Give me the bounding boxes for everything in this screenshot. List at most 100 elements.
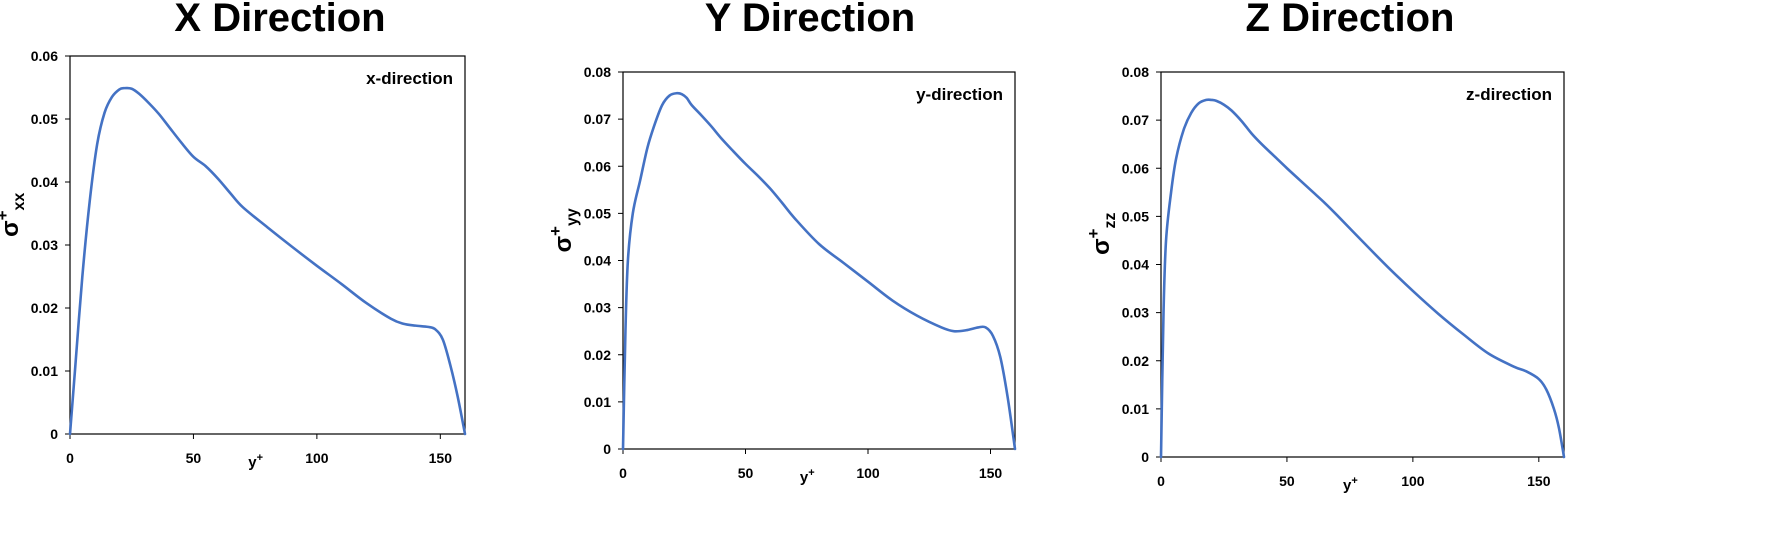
data-point <box>627 260 628 261</box>
data-point <box>733 151 734 152</box>
data-point <box>267 227 268 228</box>
data-point <box>435 329 436 330</box>
x-tick-label: 150 <box>429 450 453 466</box>
data-point <box>180 142 181 143</box>
y-tick-label: 0.03 <box>1122 305 1149 321</box>
series-line <box>68 86 467 436</box>
y-tick-label: 0.08 <box>584 64 611 80</box>
data-point <box>158 113 159 114</box>
data-point <box>625 331 626 332</box>
chart-svg: 0 0.01 0.02 0.03 0.04 0.05 0.06 0 50 100 150 y+ σ+xx… <box>0 48 467 471</box>
data-point <box>341 283 342 284</box>
data-point <box>69 433 70 434</box>
data-point <box>390 318 391 319</box>
data-point <box>450 364 451 365</box>
data-point <box>1558 428 1559 429</box>
data-point <box>1488 353 1489 354</box>
x-tick-label: 0 <box>1157 473 1165 489</box>
data-point <box>1299 179 1300 180</box>
series-line <box>621 91 1017 451</box>
data-point <box>1387 266 1388 267</box>
data-point <box>1160 456 1161 457</box>
x-tick-label: 100 <box>856 465 880 481</box>
data-point <box>89 200 90 201</box>
y-tick-label: 0.06 <box>31 48 58 64</box>
data-point <box>82 276 83 277</box>
x-tick-label: 50 <box>1279 473 1295 489</box>
chart-svg: 0 0.01 0.02 0.03 0.04 0.05 0.06 0.07 0.08 0 50 100 1… <box>546 64 1017 486</box>
y-tick-label: 0.02 <box>1122 353 1149 369</box>
plot-frame <box>1160 71 1565 458</box>
data-point <box>867 281 868 282</box>
data-point <box>124 88 125 89</box>
data-point <box>1198 103 1199 104</box>
data-point <box>769 188 770 189</box>
data-point <box>139 93 140 94</box>
data-point <box>654 123 655 124</box>
data-point <box>965 330 966 331</box>
data-point <box>818 243 819 244</box>
y-axis-label: σ+xx <box>0 193 28 237</box>
data-point <box>415 325 416 326</box>
data-point <box>230 193 231 194</box>
data-point <box>316 265 317 266</box>
y-tick-label: 0.01 <box>1122 401 1149 417</box>
y-axis-label: σ+zz <box>1084 213 1119 255</box>
x-tick-label: 150 <box>979 465 1003 481</box>
y-tick-label: 0.03 <box>584 300 611 316</box>
chart-panel-x: X Direction 0 0.01 0.02 0.03 0.04 0.05 0.06 0 50… <box>0 0 560 560</box>
data-point <box>1191 112 1192 113</box>
data-point <box>1553 408 1554 409</box>
x-tick-label: 0 <box>619 465 627 481</box>
x-axis-label: y+ <box>1343 475 1358 494</box>
data-point <box>119 89 120 90</box>
data-point <box>1526 371 1527 372</box>
data-point <box>74 370 75 371</box>
data-point <box>691 104 692 105</box>
data-point <box>97 144 98 145</box>
chart-panel-y: Y Direction 0 0.01 0.02 0.03 0.04 0.05 0.06 0.0… <box>530 0 1090 560</box>
y-tick-label: 0.06 <box>1122 160 1149 176</box>
data-point <box>1183 129 1184 130</box>
y-tick-label: 0.02 <box>584 347 611 363</box>
y-tick-label: 0.04 <box>584 253 611 269</box>
y-tick-label: 0.04 <box>31 174 58 190</box>
data-point <box>1538 378 1539 379</box>
y-axis-label: σ+yy <box>546 208 581 252</box>
data-point <box>711 126 712 127</box>
data-point <box>941 327 942 328</box>
data-point <box>1274 156 1275 157</box>
data-point <box>1251 133 1252 134</box>
data-point <box>1362 241 1363 242</box>
data-point <box>953 331 954 332</box>
data-point <box>1241 120 1242 121</box>
data-point <box>701 115 702 116</box>
x-tick-label: 100 <box>1401 473 1425 489</box>
plot-frame <box>622 71 1016 450</box>
y-tick-label: 0.01 <box>31 363 58 379</box>
data-point <box>1312 191 1313 192</box>
data-point <box>662 104 663 105</box>
data-point <box>669 95 670 96</box>
x-tick-label: 150 <box>1527 473 1551 489</box>
chart-svg: 0 0.01 0.02 0.03 0.04 0.05 0.06 0.07 0.08 0 50 100 1… <box>1084 64 1566 494</box>
chart-panel-z: Z Direction 0 0.01 0.02 0.03 0.04 0.05 0.06 0.0… <box>1070 0 1630 560</box>
series-line <box>1159 98 1566 459</box>
data-point <box>111 96 112 97</box>
data-point <box>1546 389 1547 390</box>
data-point <box>1261 144 1262 145</box>
x-tick-label: 0 <box>66 450 74 466</box>
data-point <box>168 126 169 127</box>
data-point <box>1000 357 1001 358</box>
data-point <box>647 147 648 148</box>
data-point <box>720 137 721 138</box>
x-tick-label: 50 <box>186 450 202 466</box>
y-tick-label: 0.07 <box>584 111 611 127</box>
chart-title: Y Direction <box>704 0 916 40</box>
y-tick-label: 0.07 <box>1122 112 1149 128</box>
data-point <box>1165 240 1166 241</box>
data-point <box>782 202 783 203</box>
data-point <box>1324 202 1325 203</box>
data-point <box>794 217 795 218</box>
series-annotation: z-direction <box>1466 85 1552 104</box>
